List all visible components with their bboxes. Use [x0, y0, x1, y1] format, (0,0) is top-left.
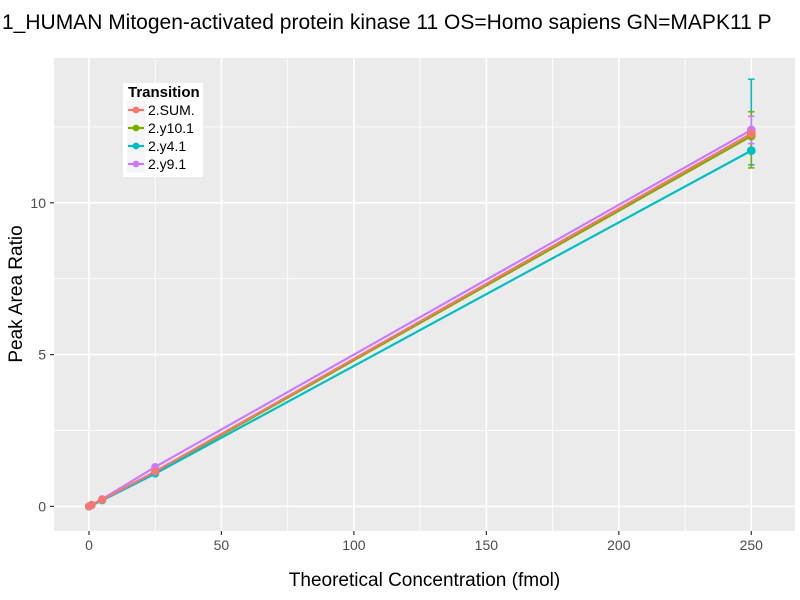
legend-item-label: 2.y9.1 — [148, 156, 187, 172]
legend-key-icon — [127, 155, 145, 173]
x-tick-label: 200 — [607, 537, 631, 553]
legend-item-2.SUM.: 2.SUM. — [127, 101, 203, 119]
data-point-2.y4.1 — [746, 146, 756, 155]
legend-items: 2.SUM. 2.y10.1 2.y4.1 2.y9.1 — [127, 101, 203, 173]
legend-title: Transition — [128, 84, 200, 101]
x-axis-title: Theoretical Concentration (fmol) — [288, 570, 561, 591]
legend-key-icon — [127, 137, 145, 155]
data-point-2.SUM. — [151, 467, 160, 476]
legend-item-label: 2.y10.1 — [148, 120, 194, 136]
x-tick-label: 250 — [740, 537, 764, 553]
legend-item-2.y4.1: 2.y4.1 — [127, 137, 203, 155]
x-tick-label: 0 — [85, 537, 93, 553]
x-tick-label: 50 — [214, 537, 230, 553]
y-tick-label: 0 — [38, 498, 46, 514]
legend: Transition 2.SUM. 2.y10.1 2.y4.1 2.y9.1 — [123, 83, 203, 177]
legend-item-2.y10.1: 2.y10.1 — [127, 119, 203, 137]
data-point-2.SUM. — [746, 129, 756, 138]
chart-title: 1_HUMAN Mitogen-activated protein kinase… — [2, 11, 772, 34]
legend-item-label: 2.SUM. — [148, 102, 195, 118]
data-point-2.SUM. — [87, 500, 96, 509]
y-axis-title: Peak Area Ratio — [6, 225, 27, 363]
legend-key-icon — [127, 101, 145, 119]
y-tick-label: 5 — [38, 347, 46, 363]
legend-key-icon — [127, 119, 145, 137]
data-point-2.SUM. — [98, 495, 107, 504]
x-tick-label: 100 — [342, 537, 366, 553]
x-tick-label: 150 — [475, 537, 499, 553]
legend-item-2.y9.1: 2.y9.1 — [127, 155, 203, 173]
y-tick-label: 10 — [30, 195, 46, 211]
legend-item-label: 2.y4.1 — [148, 138, 187, 154]
